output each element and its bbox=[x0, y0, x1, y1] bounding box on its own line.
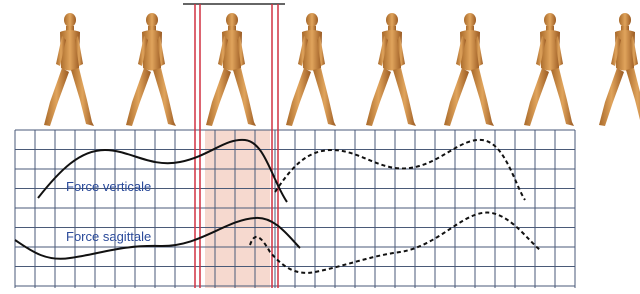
walker bbox=[44, 13, 94, 126]
page: Force verticale Force sagittale (() => {… bbox=[0, 0, 640, 294]
vertical-force-curve-next bbox=[275, 140, 525, 200]
walker bbox=[286, 13, 336, 126]
vertical-force-label: Force verticale bbox=[66, 179, 151, 194]
walkers bbox=[44, 13, 640, 126]
walker bbox=[206, 13, 256, 126]
walker bbox=[599, 13, 640, 126]
sagittal-force-label: Force sagittale bbox=[66, 229, 151, 244]
gait-diagram: Force verticale Force sagittale bbox=[0, 0, 640, 294]
grid bbox=[15, 130, 575, 288]
walker bbox=[126, 13, 176, 126]
walker bbox=[366, 13, 416, 126]
walker bbox=[524, 13, 574, 126]
walker bbox=[444, 13, 494, 126]
